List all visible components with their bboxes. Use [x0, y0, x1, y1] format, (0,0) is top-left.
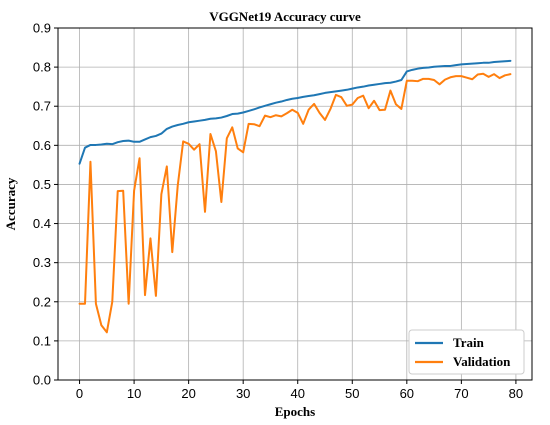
y-tick-label: 0.5: [33, 177, 51, 192]
x-tick-label: 50: [345, 386, 359, 401]
y-tick-label: 0.8: [33, 60, 51, 75]
y-tick-label: 0.6: [33, 138, 51, 153]
legend-label-train: Train: [453, 335, 485, 350]
series-group: [78, 59, 512, 334]
x-tick-label: 70: [454, 386, 468, 401]
x-tick-label: 20: [181, 386, 195, 401]
x-axis-label: Epochs: [275, 404, 315, 419]
y-tick-label: 0.1: [33, 333, 51, 348]
plot-frame: [57, 27, 533, 381]
ticks: 0 10 20 30 40 50 60 70 80 0.0 0.1 0.2 0.3 0.4 0.5 0.6 0.…: [33, 21, 523, 402]
y-tick-label: 0.7: [33, 99, 51, 114]
y-tick-label: 0.3: [33, 255, 51, 270]
y-tick-label: 0.0: [33, 373, 51, 388]
x-tick-label: 60: [400, 386, 414, 401]
y-tick-label: 0.2: [33, 294, 51, 309]
series-line-validation: [78, 72, 512, 334]
y-tick-label: 0.9: [33, 21, 51, 36]
x-tick-label: 0: [76, 386, 83, 401]
chart-title: VGGNet19 Accuracy curve: [209, 9, 361, 24]
legend: Train Validation: [408, 329, 525, 375]
y-axis-label: Accuracy: [3, 177, 18, 230]
series-line-train: [78, 59, 512, 165]
legend-label-validation: Validation: [453, 354, 511, 369]
x-tick-label: 10: [127, 386, 141, 401]
x-tick-label: 30: [236, 386, 250, 401]
x-tick-label: 40: [290, 386, 304, 401]
y-tick-label: 0.4: [33, 216, 51, 231]
grid: [58, 27, 532, 381]
x-tick-label: 80: [509, 386, 523, 401]
